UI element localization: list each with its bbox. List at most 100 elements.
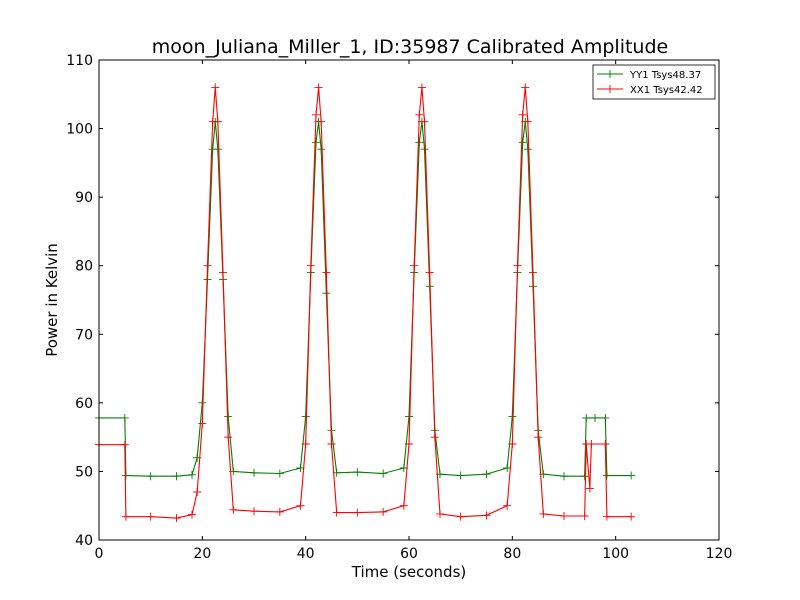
data-point: [601, 413, 610, 422]
x-axis-label: Time (seconds): [351, 563, 467, 581]
data-point: [198, 419, 207, 428]
data-point: [523, 145, 532, 154]
data-point: [518, 138, 527, 147]
legend: YY1 Tsys48.37 XX1 Tsys42.42: [592, 64, 716, 100]
data-point: [534, 433, 543, 442]
data-point: [420, 145, 429, 154]
legend-marker: [606, 70, 614, 78]
data-point: [188, 470, 196, 479]
data-point: [146, 512, 155, 521]
y-tick-label: 50: [75, 464, 93, 480]
data-point: [405, 412, 413, 421]
data-point: [213, 145, 222, 154]
data-point: [508, 440, 517, 448]
legend-entry: YY1 Tsys48.37: [597, 70, 701, 81]
series-0: [95, 117, 636, 481]
data-point: [250, 468, 258, 477]
x-tick-label: 80: [503, 546, 521, 562]
legend-box: [592, 64, 716, 100]
data-point: [582, 413, 591, 422]
data-point: [521, 83, 530, 92]
legend-label: YY1 Tsys48.37: [629, 70, 701, 81]
data-point: [306, 261, 315, 270]
data-point: [314, 83, 323, 92]
axis-ticks: 0 20 40 60 80 100 120 40 50 60 70 80 90 100 110: [66, 53, 732, 562]
y-tick-label: 70: [75, 327, 93, 343]
data-point: [296, 501, 305, 510]
data-point: [420, 117, 429, 126]
data-point: [425, 268, 434, 277]
data-point: [317, 117, 326, 126]
x-tick-label: 20: [193, 546, 211, 562]
data-point: [301, 440, 310, 448]
data-point: [399, 501, 408, 510]
data-point: [580, 472, 589, 481]
y-tick-label: 40: [75, 533, 93, 549]
data-point: [518, 110, 527, 119]
data-point: [591, 413, 599, 422]
data-point: [224, 433, 233, 442]
data-point: [203, 261, 212, 270]
data-point: [436, 509, 444, 518]
data-point: [456, 471, 465, 480]
data-point: [250, 507, 258, 516]
data-point: [275, 469, 284, 478]
x-tick-label: 100: [602, 546, 629, 562]
data-point: [415, 110, 424, 119]
chart-title: moon_Juliana_Miller_1, ID:35987 Calibrat…: [152, 36, 668, 58]
data-point: [602, 471, 611, 480]
plot-marks: [95, 83, 636, 523]
data-point: [172, 472, 181, 481]
data-point: [229, 505, 238, 514]
data-point: [219, 268, 227, 277]
data-point: [379, 469, 388, 478]
data-point: [482, 470, 491, 479]
data-point: [585, 484, 594, 493]
legend-entries: YY1 Tsys48.37 XX1 Tsys42.42: [597, 70, 703, 96]
data-point: [601, 440, 610, 448]
y-tick-label: 80: [75, 259, 93, 275]
data-point: [146, 472, 155, 481]
data-point: [120, 440, 129, 449]
data-point: [120, 413, 129, 422]
legend-entry: XX1 Tsys42.42: [597, 85, 703, 96]
data-point: [312, 110, 320, 119]
data-point: [332, 508, 341, 517]
data-point: [172, 514, 181, 523]
data-point: [602, 512, 611, 521]
data-point: [121, 512, 130, 521]
plot-frame: [98, 59, 720, 541]
x-tick-label: 40: [297, 546, 315, 562]
data-point: [198, 398, 207, 407]
data-point: [353, 468, 362, 477]
data-point: [312, 138, 320, 147]
data-point: [560, 472, 568, 481]
data-point: [410, 261, 419, 270]
data-point: [224, 412, 233, 421]
y-axis-label: Power in Kelvin: [43, 243, 61, 357]
y-tick-label: 60: [75, 396, 93, 412]
data-point: [482, 511, 491, 520]
data-point: [121, 471, 130, 480]
data-point: [456, 512, 465, 521]
data-point: [301, 412, 310, 421]
legend-marker: [606, 85, 614, 93]
data-point: [379, 507, 388, 516]
legend-label: XX1 Tsys42.42: [630, 85, 703, 96]
data-point: [188, 510, 196, 519]
y-tick-label: 110: [66, 53, 93, 69]
data-point: [211, 83, 220, 92]
data-point: [513, 261, 522, 270]
data-point: [327, 440, 336, 448]
data-point: [353, 508, 362, 517]
data-point: [322, 268, 331, 277]
series-1: [95, 83, 636, 523]
data-point: [417, 83, 426, 92]
y-tick-label: 90: [75, 190, 93, 206]
data-point: [317, 145, 326, 154]
data-point: [508, 412, 517, 421]
data-point: [503, 501, 512, 510]
data-point: [415, 138, 424, 147]
data-point: [430, 433, 439, 442]
